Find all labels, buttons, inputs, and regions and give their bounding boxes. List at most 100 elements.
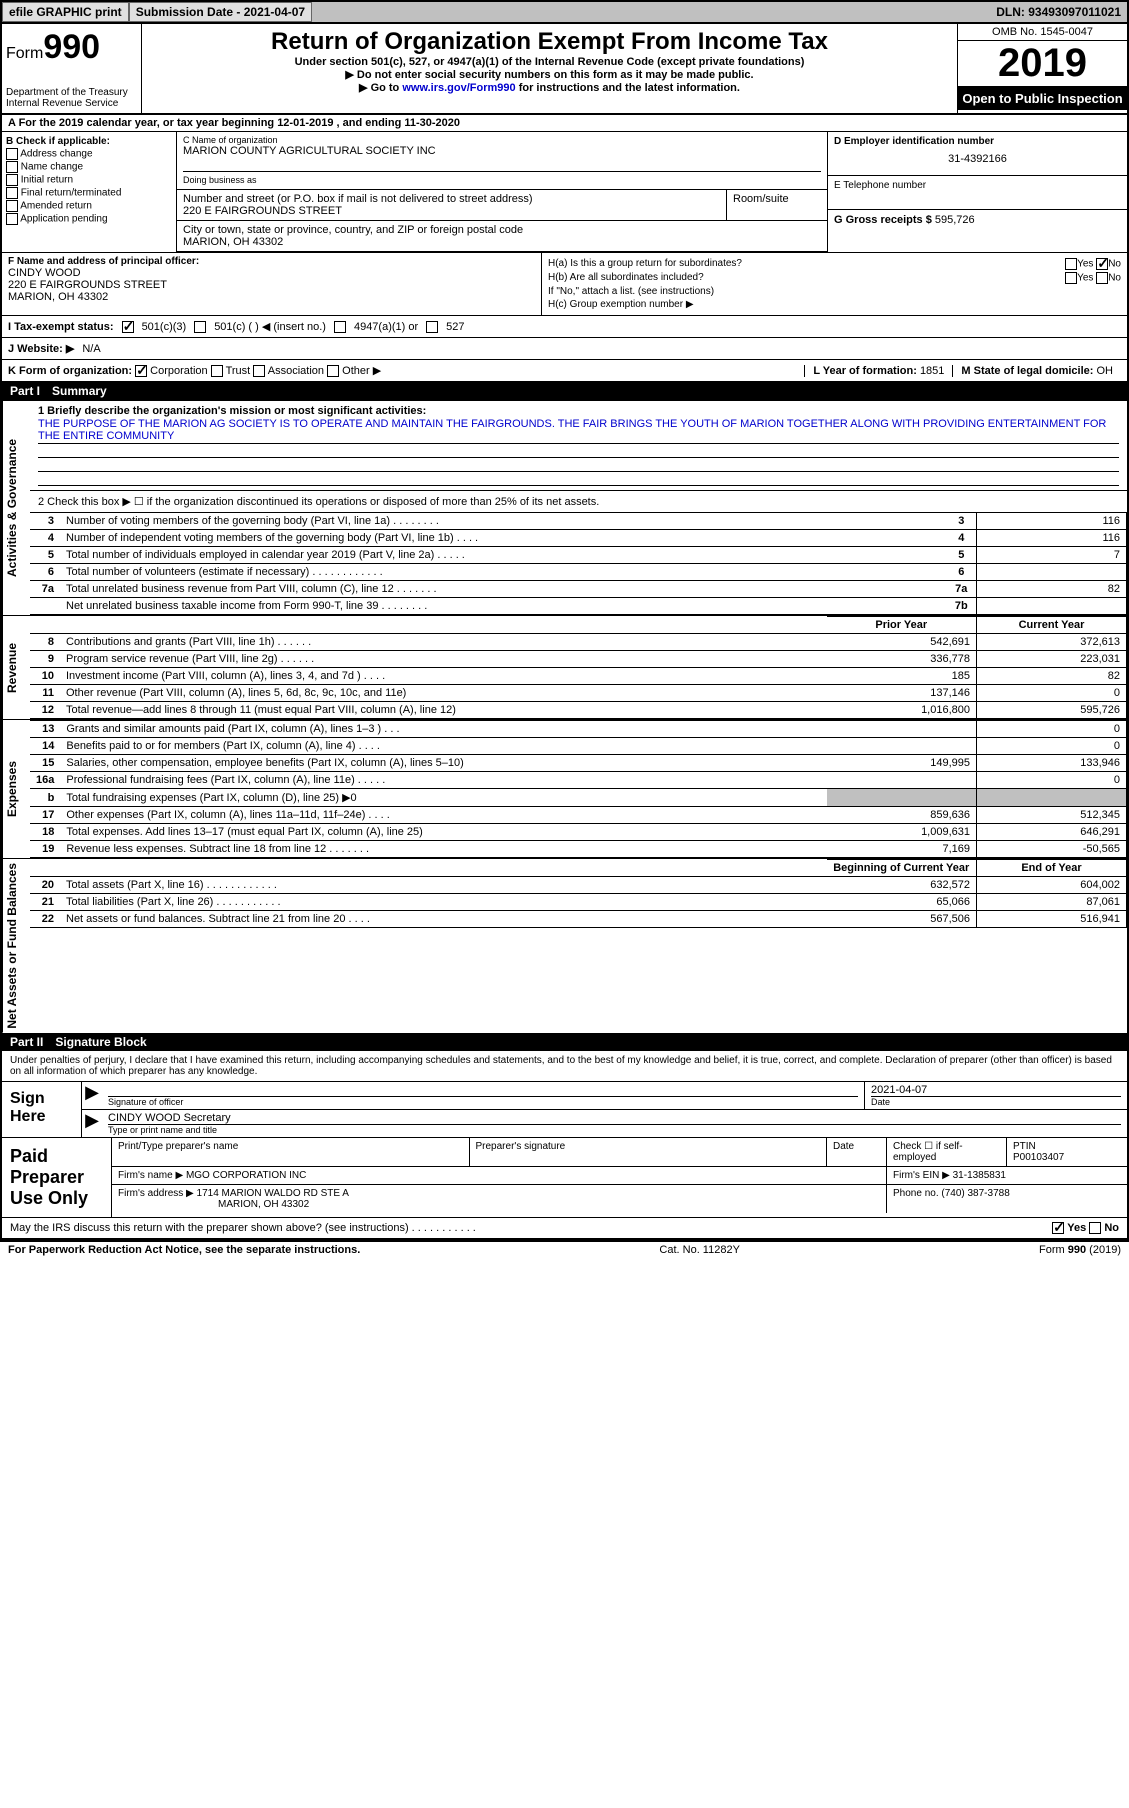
cb-527[interactable]: [426, 321, 438, 333]
firm-address: Firm's address ▶ 1714 MARION WALDO RD ST…: [112, 1185, 887, 1213]
cb-501c[interactable]: [194, 321, 206, 333]
cb-final-return[interactable]: Final return/terminated: [6, 187, 172, 199]
hb-no[interactable]: [1096, 272, 1108, 284]
section-h: H(a) Is this a group return for subordin…: [542, 253, 1127, 315]
preparer-sig: Preparer's signature: [470, 1138, 828, 1166]
netassets-section: Net Assets or Fund Balances Beginning of…: [2, 858, 1127, 1033]
section-deg: D Employer identification number 31-4392…: [827, 132, 1127, 252]
dln: DLN: 93493097011021: [990, 3, 1127, 21]
b-label: B Check if applicable:: [6, 136, 172, 147]
fh-row: F Name and address of principal officer:…: [2, 253, 1127, 316]
cb-initial-return[interactable]: Initial return: [6, 174, 172, 186]
vtab-exp: Expenses: [2, 720, 30, 858]
city-state-zip: City or town, state or province, country…: [177, 221, 827, 251]
revenue-section: Revenue Prior YearCurrent Year8Contribut…: [2, 615, 1127, 719]
ein-block: D Employer identification number 31-4392…: [828, 132, 1127, 176]
expenses-section: Expenses 13Grants and similar amounts pa…: [2, 719, 1127, 858]
preparer-date: Date: [827, 1138, 887, 1166]
org-name-block: C Name of organization MARION COUNTY AGR…: [177, 132, 827, 190]
sig-intro: Under penalties of perjury, I declare th…: [2, 1051, 1127, 1082]
ha-yes[interactable]: [1065, 258, 1077, 270]
section-cde: C Name of organization MARION COUNTY AGR…: [177, 132, 827, 252]
phone-block: E Telephone number: [828, 176, 1127, 210]
org-name: MARION COUNTY AGRICULTURAL SOCIETY INC: [183, 145, 821, 157]
cb-corp[interactable]: [135, 365, 147, 377]
submission-date: Submission Date - 2021-04-07: [129, 2, 312, 22]
firm-phone: Phone no. (740) 387-3788: [887, 1185, 1127, 1213]
header-mid: Return of Organization Exempt From Incom…: [142, 24, 957, 113]
firm-ein: Firm's EIN ▶ 31-1385831: [887, 1167, 1127, 1184]
room-suite: Room/suite: [727, 190, 827, 220]
form-title: Return of Organization Exempt From Incom…: [152, 28, 947, 56]
section-b: B Check if applicable: Address change Na…: [2, 132, 177, 252]
topbar: efile GRAPHIC print Submission Date - 20…: [2, 2, 1127, 24]
mission-text: THE PURPOSE OF THE MARION AG SOCIETY IS …: [38, 417, 1119, 444]
cb-address-change[interactable]: Address change: [6, 148, 172, 160]
cb-assoc[interactable]: [253, 365, 265, 377]
form-header: Form990 Department of the Treasury Inter…: [2, 24, 1127, 115]
vtab-rev: Revenue: [2, 616, 30, 719]
efile-print-button[interactable]: efile GRAPHIC print: [2, 2, 129, 22]
sign-here-label: Sign Here: [2, 1082, 82, 1137]
dba-label: Doing business as: [183, 175, 257, 185]
dept-treasury: Department of the Treasury: [6, 87, 137, 98]
discuss-row: May the IRS discuss this return with the…: [2, 1218, 1127, 1240]
line1-block: 1 Briefly describe the organization's mi…: [30, 401, 1127, 491]
paid-preparer-block: Paid Preparer Use Only Print/Type prepar…: [2, 1138, 1127, 1218]
subtitle-1: Under section 501(c), 527, or 4947(a)(1)…: [152, 56, 947, 68]
gross-receipts: G Gross receipts $ 595,726: [828, 210, 1127, 252]
open-inspection: Open to Public Inspection: [958, 87, 1127, 110]
arrow-icon: ▶: [82, 1082, 102, 1109]
subtitle-2: ▶ Do not enter social security numbers o…: [152, 68, 947, 81]
tax-exempt-row: I Tax-exempt status: 501(c)(3) 501(c) ( …: [2, 316, 1127, 338]
na-table: Beginning of Current YearEnd of Year20To…: [30, 859, 1127, 928]
rev-table: Prior YearCurrent Year8Contributions and…: [30, 616, 1127, 719]
part2-header: Part IISignature Block: [2, 1033, 1127, 1051]
sign-here-block: Sign Here ▶ Signature of officer 2021-04…: [2, 1082, 1127, 1138]
hb-yes[interactable]: [1065, 272, 1077, 284]
ag-table: 3Number of voting members of the governi…: [30, 512, 1127, 615]
cb-501c3[interactable]: [122, 321, 134, 333]
state-domicile: M State of legal domicile: OH: [952, 365, 1121, 377]
dept-irs: Internal Revenue Service: [6, 98, 137, 109]
exp-table: 13Grants and similar amounts paid (Part …: [30, 720, 1127, 858]
cb-other[interactable]: [327, 365, 339, 377]
header-left: Form990 Department of the Treasury Inter…: [2, 24, 142, 113]
paid-preparer-label: Paid Preparer Use Only: [2, 1138, 112, 1217]
part1-header: Part ISummary: [2, 382, 1127, 400]
cb-4947[interactable]: [334, 321, 346, 333]
header-right: OMB No. 1545-0047 2019 Open to Public In…: [957, 24, 1127, 113]
discuss-no[interactable]: [1089, 1222, 1101, 1234]
officer-name: CINDY WOOD SecretaryType or print name a…: [102, 1110, 1127, 1137]
footer: For Paperwork Reduction Act Notice, see …: [0, 1242, 1129, 1258]
cb-trust[interactable]: [211, 365, 223, 377]
website-row: J Website: ▶N/A: [2, 338, 1127, 360]
line2: 2 Check this box ▶ ☐ if the organization…: [30, 491, 1127, 512]
period-row: A For the 2019 calendar year, or tax yea…: [2, 115, 1127, 132]
ha-no[interactable]: [1096, 258, 1108, 270]
preparer-name: Print/Type preparer's name: [112, 1138, 470, 1166]
cb-amended[interactable]: Amended return: [6, 200, 172, 212]
self-employed[interactable]: Check ☐ if self-employed: [887, 1138, 1007, 1166]
vtab-na: Net Assets or Fund Balances: [2, 859, 30, 1033]
form-number: Form990: [6, 28, 137, 67]
ptin: PTINP00103407: [1007, 1138, 1127, 1166]
cb-name-change[interactable]: Name change: [6, 161, 172, 173]
activities-governance: Activities & Governance 1 Briefly descri…: [2, 400, 1127, 615]
cb-pending[interactable]: Application pending: [6, 213, 172, 225]
vtab-ag: Activities & Governance: [2, 401, 30, 615]
c-label: C Name of organization: [183, 135, 821, 145]
omb-number: OMB No. 1545-0047: [958, 24, 1127, 41]
info-grid: B Check if applicable: Address change Na…: [2, 132, 1127, 253]
officer-signature[interactable]: Signature of officer: [102, 1082, 865, 1109]
principal-officer: F Name and address of principal officer:…: [2, 253, 542, 315]
subtitle-3: ▶ Go to www.irs.gov/Form990 for instruct…: [152, 81, 947, 94]
sign-date: 2021-04-07Date: [865, 1082, 1127, 1109]
street-address: Number and street (or P.O. box if mail i…: [177, 190, 727, 220]
firm-name: Firm's name ▶ MGO CORPORATION INC: [112, 1167, 887, 1184]
cat-no: Cat. No. 11282Y: [659, 1244, 740, 1256]
discuss-yes[interactable]: [1052, 1222, 1064, 1234]
paperwork-notice: For Paperwork Reduction Act Notice, see …: [8, 1244, 360, 1256]
irs-link[interactable]: www.irs.gov/Form990: [402, 82, 515, 94]
form-990-container: efile GRAPHIC print Submission Date - 20…: [0, 0, 1129, 1242]
